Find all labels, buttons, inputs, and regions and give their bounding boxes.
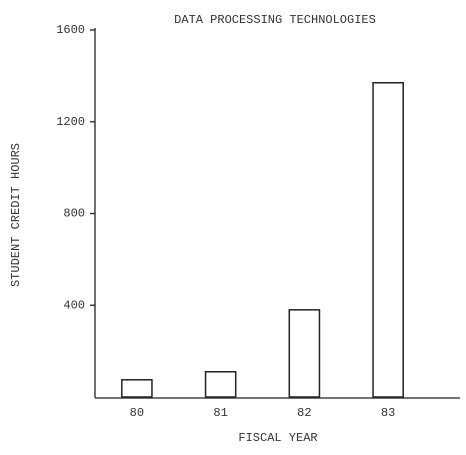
x-tick-label: 83 (381, 406, 395, 420)
x-axis-label: FISCAL YEAR (238, 431, 317, 445)
y-tick-label: 800 (63, 207, 85, 221)
x-tick-label: 80 (130, 406, 144, 420)
y-tick-label: 1600 (56, 23, 85, 37)
bar (121, 379, 153, 398)
bar (204, 371, 237, 398)
chart-title: DATA PROCESSING TECHNOLOGIES (174, 13, 376, 27)
x-tick-label: 82 (297, 406, 311, 420)
bar (288, 309, 321, 398)
y-axis-label: STUDENT CREDIT HOURS (9, 143, 23, 287)
y-tick-label: 400 (63, 298, 85, 312)
x-tick-label: 81 (213, 406, 227, 420)
bar (372, 82, 404, 398)
y-tick-label: 1200 (56, 115, 85, 129)
